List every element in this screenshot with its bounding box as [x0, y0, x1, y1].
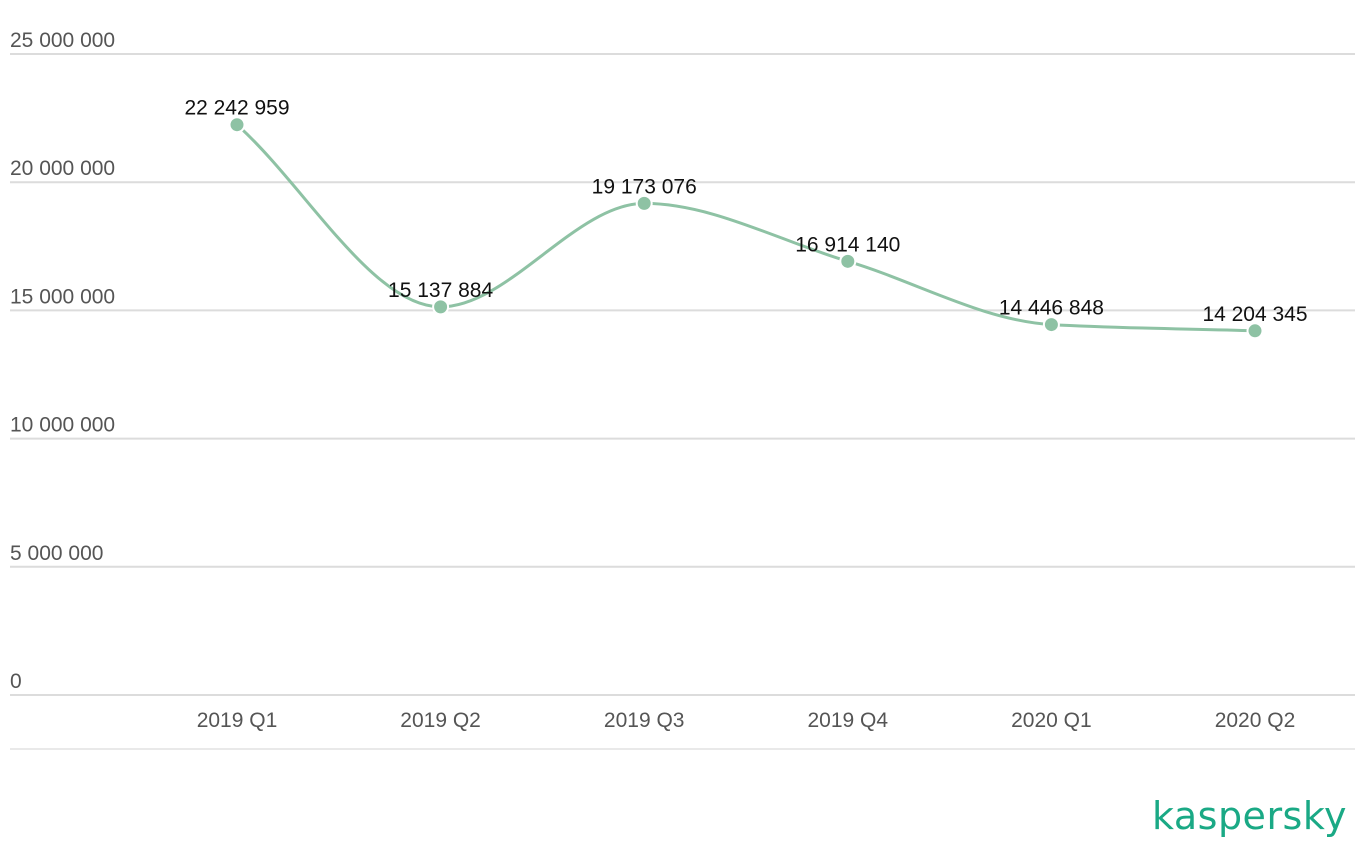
data-point [839, 252, 857, 270]
x-tick-label: 2019 Q1 [197, 709, 278, 732]
data-label: 14 446 848 [999, 297, 1104, 320]
x-tick-label: 2020 Q2 [1215, 709, 1296, 732]
data-point [1042, 316, 1060, 334]
data-point [432, 298, 450, 316]
data-label: 16 914 140 [795, 233, 900, 256]
data-label: 15 137 884 [388, 279, 493, 302]
y-tick-label: 5 000 000 [10, 542, 103, 565]
x-tick-label: 2019 Q4 [808, 709, 889, 732]
y-tick-label: 20 000 000 [10, 157, 115, 180]
y-axis-ticks: 0 5 000 000 10 000 000 15 000 000 20 000 000… [10, 29, 115, 693]
data-point [228, 116, 246, 134]
x-tick-label: 2019 Q2 [400, 709, 481, 732]
grid-lines [10, 53, 1355, 750]
kaspersky-logo: kaspersky [1152, 794, 1347, 838]
data-label: 22 242 959 [184, 97, 289, 120]
data-labels: 22 242 959 15 137 884 19 173 076 16 914 140… [184, 97, 1307, 326]
y-tick-label: 10 000 000 [10, 414, 115, 437]
x-tick-label: 2019 Q3 [604, 709, 685, 732]
y-tick-label: 0 [10, 670, 22, 693]
x-axis-ticks: 2019 Q1 2019 Q2 2019 Q3 2019 Q4 2020 Q1 2020 … [197, 709, 1296, 732]
y-tick-label: 15 000 000 [10, 285, 115, 308]
data-point [635, 194, 653, 212]
series-line [235, 123, 1256, 333]
data-point [1246, 322, 1264, 340]
x-tick-label: 2020 Q1 [1011, 709, 1092, 732]
y-tick-label: 25 000 000 [10, 29, 115, 52]
data-points [228, 116, 1264, 340]
data-label: 14 204 345 [1202, 303, 1307, 326]
data-label: 19 173 076 [592, 175, 697, 198]
